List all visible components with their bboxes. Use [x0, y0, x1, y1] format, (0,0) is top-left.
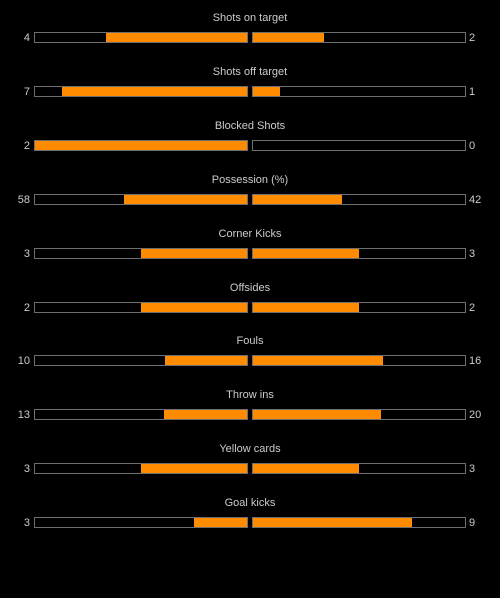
home-value: 3 [23, 463, 30, 476]
away-value: 0 [469, 139, 476, 152]
stat-row: Offsides 2 2 [0, 282, 500, 322]
home-value: 10 [17, 355, 30, 368]
home-bar-fill [124, 194, 247, 204]
home-bar [34, 355, 248, 367]
home-bar-fill [141, 302, 247, 312]
home-bar-fill [61, 86, 247, 96]
home-value: 3 [23, 517, 30, 530]
home-bar-fill [163, 410, 247, 420]
home-bar-fill [141, 464, 247, 474]
stat-label: Goal kicks [224, 497, 276, 510]
stat-label: Shots off target [212, 65, 288, 78]
home-bar [34, 517, 248, 529]
stat-row: Corner Kicks 3 3 [0, 228, 500, 268]
away-value: 2 [469, 301, 476, 314]
away-bar-fill [253, 356, 384, 366]
stat-label: Shots on target [212, 12, 288, 24]
home-value: 13 [17, 409, 30, 422]
away-bar-fill [253, 248, 359, 258]
away-value: 16 [469, 355, 482, 368]
home-bar-fill [194, 518, 247, 528]
away-bar [252, 193, 466, 205]
home-bar [34, 193, 248, 205]
stat-label: Fouls [236, 335, 264, 348]
home-bar [34, 409, 248, 421]
away-bar [252, 139, 466, 151]
away-value: 3 [469, 463, 476, 476]
home-bar [34, 301, 248, 313]
away-bar [252, 355, 466, 367]
stat-label: Throw ins [226, 389, 274, 402]
stat-label: Blocked Shots [214, 119, 286, 132]
home-bar [34, 463, 248, 475]
stat-row: Blocked Shots 2 0 [0, 120, 500, 160]
home-bar [34, 139, 248, 151]
stat-label: Yellow cards [219, 443, 281, 456]
away-bar [252, 85, 466, 97]
home-value: 2 [23, 301, 30, 314]
stat-row: Goal kicks 3 9 [0, 497, 500, 537]
stat-label: Possession (%) [211, 173, 289, 186]
away-bar [252, 301, 466, 313]
away-value: 3 [469, 247, 476, 260]
away-bar-fill [253, 302, 359, 312]
away-bar-fill [253, 464, 359, 474]
stat-label: Corner Kicks [218, 227, 282, 240]
stat-row: Possession (%) 58 42 [0, 174, 500, 214]
home-bar-fill [165, 356, 247, 366]
away-bar-fill [253, 194, 343, 204]
away-value: 9 [469, 517, 476, 530]
away-bar [252, 409, 466, 421]
home-value: 4 [23, 32, 30, 44]
away-value: 2 [469, 32, 476, 44]
home-value: 58 [17, 193, 30, 206]
away-bar [252, 247, 466, 259]
stat-row: Fouls 10 16 [0, 335, 500, 375]
home-bar [34, 85, 248, 97]
home-value: 2 [23, 139, 30, 152]
away-value: 1 [469, 85, 476, 98]
home-value: 7 [23, 85, 30, 98]
away-bar [252, 463, 466, 475]
stat-row: Yellow cards 3 3 [0, 443, 500, 483]
stat-row: Shots on target 4 2 [0, 12, 500, 52]
home-bar [34, 247, 248, 259]
away-bar [252, 32, 466, 43]
away-value: 42 [469, 193, 482, 206]
away-bar-fill [253, 33, 324, 42]
stat-row: Shots off target 7 1 [0, 66, 500, 106]
home-bar [34, 32, 248, 43]
stat-row: Throw ins 13 20 [0, 389, 500, 429]
away-value: 20 [469, 409, 482, 422]
stat-label: Offsides [229, 281, 271, 294]
home-value: 3 [23, 247, 30, 260]
away-bar-fill [253, 410, 382, 420]
away-bar-fill [253, 86, 280, 96]
away-bar-fill [253, 518, 412, 528]
home-bar-fill [105, 33, 247, 42]
home-bar-fill [35, 140, 247, 150]
away-bar [252, 517, 466, 529]
home-bar-fill [141, 248, 247, 258]
